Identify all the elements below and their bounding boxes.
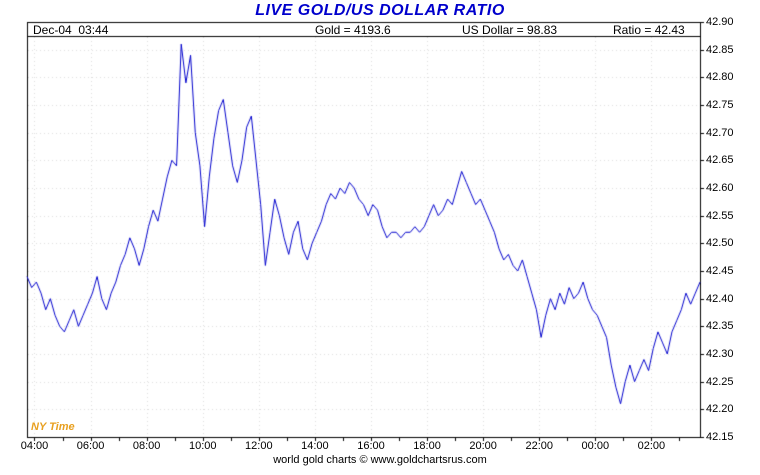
x-axis-tick-label: 04:00 xyxy=(20,440,49,452)
y-axis-tick-label: 42.80 xyxy=(706,71,734,84)
x-axis-tick-label: 08:00 xyxy=(132,440,161,452)
y-axis-tick-label: 42.60 xyxy=(706,182,734,194)
y-axis-tick-label: 42.55 xyxy=(706,209,734,222)
header-ratio-value: Ratio = 42.43 xyxy=(613,23,685,37)
x-axis-tick-label: 10:00 xyxy=(188,440,217,452)
x-axis-tick-label: 06:00 xyxy=(76,440,105,452)
ny-time-label: NY Time xyxy=(31,421,75,433)
y-axis-tick-label: 42.75 xyxy=(706,99,734,111)
y-axis-tick-label: 42.35 xyxy=(706,320,734,333)
y-axis-tick-label: 42.90 xyxy=(706,16,734,28)
x-axis-tick-label: 18:00 xyxy=(413,440,441,452)
x-axis-tick-label: 02:00 xyxy=(637,440,666,452)
y-axis-tick-label: 42.20 xyxy=(706,403,734,416)
y-axis-tick-label: 42.40 xyxy=(706,292,734,305)
y-axis-tick-label: 42.15 xyxy=(706,431,734,443)
y-axis-tick-label: 42.25 xyxy=(706,375,734,388)
x-axis-tick-label: 12:00 xyxy=(245,440,273,452)
x-axis-tick-label: 14:00 xyxy=(301,440,329,452)
page-title: LIVE GOLD/US DOLLAR RATIO xyxy=(255,2,505,19)
x-axis-tick-label: 00:00 xyxy=(581,440,610,452)
header-gold-value: Gold = 4193.6 xyxy=(315,23,391,37)
x-axis-tick-label: 16:00 xyxy=(357,440,385,452)
y-axis-tick-label: 42.70 xyxy=(706,126,734,139)
footer-credit: world gold charts © www.goldchartsrus.co… xyxy=(273,454,487,466)
y-axis-tick-label: 42.65 xyxy=(706,154,734,167)
y-axis-tick-label: 42.85 xyxy=(706,43,734,56)
x-axis-tick-label: 20:00 xyxy=(469,440,497,452)
y-axis-tick-label: 42.30 xyxy=(706,348,734,360)
x-axis-tick-label: 22:00 xyxy=(525,440,553,452)
y-axis-tick-label: 42.50 xyxy=(706,237,734,250)
y-axis-tick-label: 42.45 xyxy=(706,265,734,277)
header-usdollar-value: US Dollar = 98.83 xyxy=(462,23,558,37)
header-datetime: Dec-04 03:44 xyxy=(33,23,109,37)
